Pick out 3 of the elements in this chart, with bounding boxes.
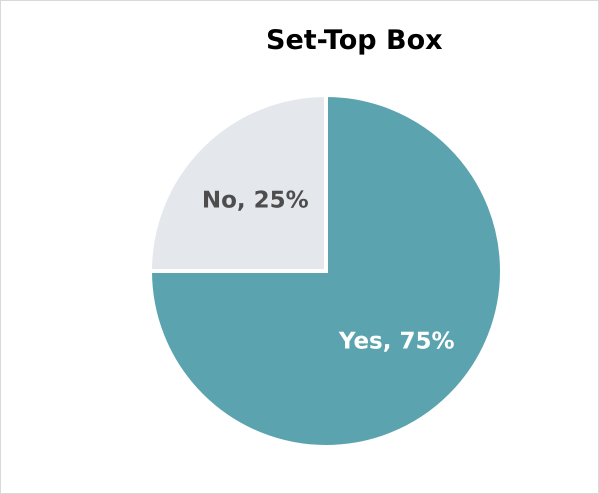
slice-label: No, 25% (202, 187, 309, 214)
slice-label: Yes, 75% (338, 328, 455, 355)
chart-title: Set-Top Box (266, 25, 443, 56)
